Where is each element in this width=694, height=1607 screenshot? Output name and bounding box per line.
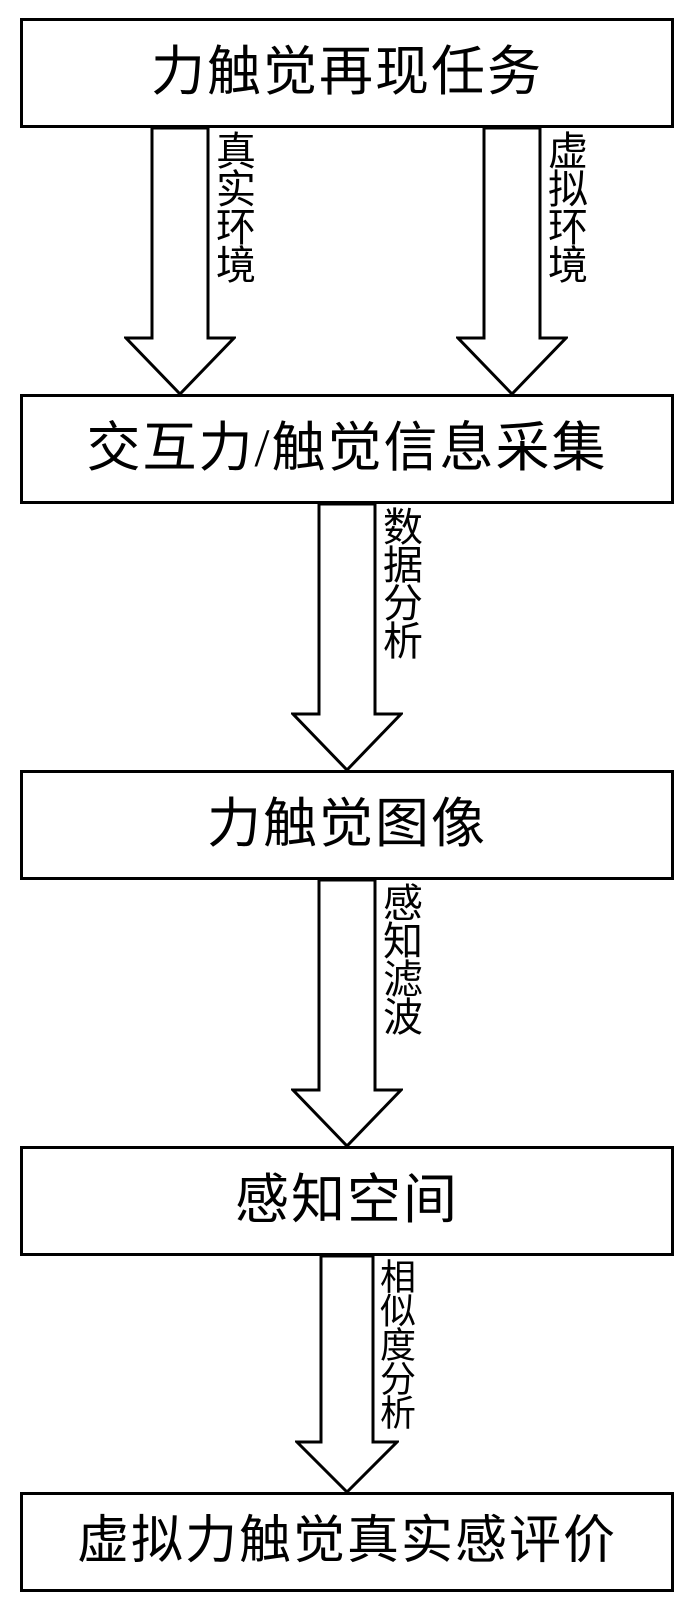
flowchart-box-perception: 感知空间 <box>20 1146 674 1256</box>
box-label: 力触觉图像 <box>207 795 487 854</box>
arrow-label: 相似度分析 <box>377 1258 413 1440</box>
arrow-label: 数据分析 <box>379 506 419 712</box>
arrow-label: 真实环境 <box>212 130 252 336</box>
box-label: 交互力/触觉信息采集 <box>86 419 607 478</box>
flowchart-container: 力触觉再现任务 交互力/触觉信息采集 力触觉图像 感知空间 虚拟力触觉真实感评价… <box>0 0 694 1607</box>
box-label: 力触觉再现任务 <box>151 43 543 102</box>
box-label: 虚拟力触觉真实感评价 <box>77 1513 617 1570</box>
flowchart-box-collection: 交互力/触觉信息采集 <box>20 394 674 504</box>
flowchart-box-task: 力触觉再现任务 <box>20 18 674 128</box>
flowchart-box-image: 力触觉图像 <box>20 770 674 880</box>
arrow-label: 感知滤波 <box>379 882 419 1088</box>
flowchart-box-evaluation: 虚拟力触觉真实感评价 <box>20 1492 674 1592</box>
box-label: 感知空间 <box>235 1171 459 1230</box>
arrow-label: 虚拟环境 <box>544 130 584 336</box>
